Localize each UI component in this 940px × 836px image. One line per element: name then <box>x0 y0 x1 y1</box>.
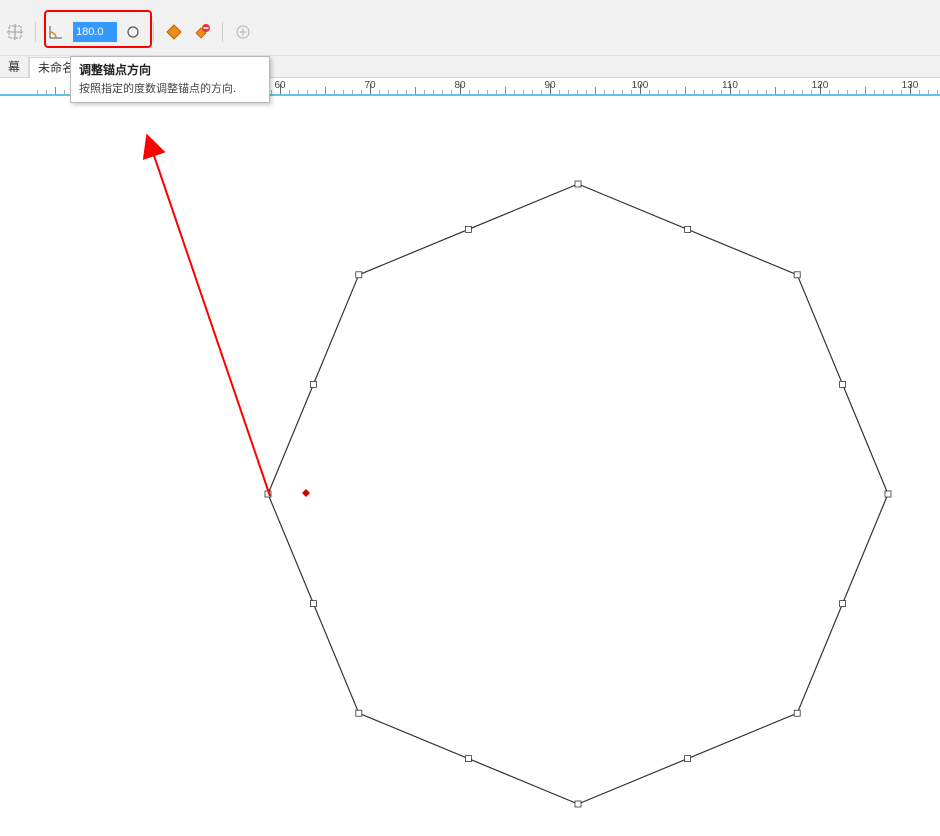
ruler-label: 70 <box>364 80 375 91</box>
anchor-point[interactable] <box>575 801 581 807</box>
align-icon[interactable] <box>4 21 26 43</box>
anchor-point[interactable] <box>575 181 581 187</box>
anchor-point[interactable] <box>465 226 471 232</box>
toolbar <box>0 18 940 46</box>
anchor-point[interactable] <box>356 272 362 278</box>
anchor-point[interactable] <box>685 226 691 232</box>
annotation-arrow <box>148 138 270 496</box>
anchor-point[interactable] <box>794 272 800 278</box>
remove-point-icon[interactable] <box>191 21 213 43</box>
add-icon[interactable] <box>232 21 254 43</box>
anchor-point[interactable] <box>840 601 846 607</box>
angle-input-group <box>73 20 117 44</box>
tooltip-title: 调整锚点方向 <box>79 61 261 78</box>
ruler-label: 130 <box>902 80 919 91</box>
ruler-label: 80 <box>454 80 465 91</box>
apply-angle-icon[interactable] <box>122 21 144 43</box>
canvas[interactable] <box>0 96 940 833</box>
tab-label: 未命名 <box>38 59 74 76</box>
tooltip-description: 按照指定的度数调整锚点的方向. <box>79 80 261 96</box>
anchor-point[interactable] <box>685 756 691 762</box>
anchor-point[interactable] <box>794 710 800 716</box>
toolbar-divider-1 <box>35 22 36 42</box>
angle-icon[interactable] <box>45 21 67 43</box>
anchor-point[interactable] <box>885 491 891 497</box>
ruler-label: 60 <box>274 80 285 91</box>
selection-marker <box>302 489 310 497</box>
anchor-point[interactable] <box>310 601 316 607</box>
ruler-label: 110 <box>722 80 738 91</box>
diamond-tool-icon[interactable] <box>163 21 185 43</box>
tooltip: 调整锚点方向 按照指定的度数调整锚点的方向. <box>70 56 270 103</box>
angle-input[interactable] <box>73 22 117 42</box>
ruler-label: 100 <box>632 80 649 91</box>
anchor-point[interactable] <box>465 756 471 762</box>
toolbar-divider-2 <box>153 22 154 42</box>
tab-label: 幕 <box>8 58 20 75</box>
anchor-point[interactable] <box>840 381 846 387</box>
anchor-point[interactable] <box>356 710 362 716</box>
tab-screen[interactable]: 幕 <box>0 56 29 78</box>
toolbar-divider-3 <box>222 22 223 42</box>
ruler-label: 120 <box>812 80 829 91</box>
ruler-label: 90 <box>544 80 555 91</box>
anchor-point[interactable] <box>310 381 316 387</box>
